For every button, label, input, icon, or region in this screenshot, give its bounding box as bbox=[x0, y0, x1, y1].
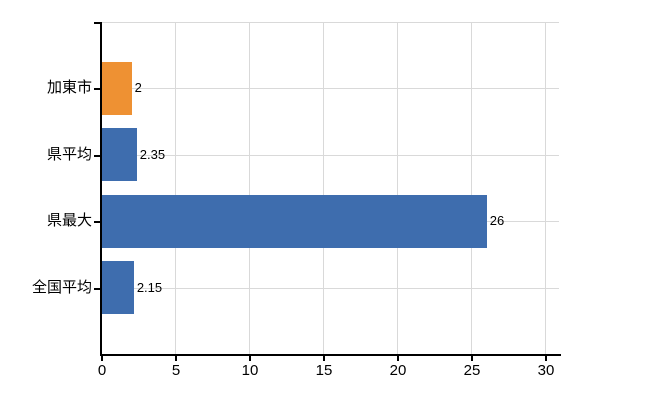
x-gridline bbox=[175, 22, 176, 354]
y-axis-tick bbox=[94, 221, 100, 224]
y-axis-tick bbox=[94, 22, 100, 24]
category-label: 県最大 bbox=[46, 212, 92, 230]
y-gridline bbox=[101, 287, 559, 289]
x-tick-label: 20 bbox=[389, 362, 407, 379]
bar-value-label: 2.15 bbox=[136, 279, 163, 295]
x-tick-label: 30 bbox=[537, 362, 555, 379]
x-gridline bbox=[323, 22, 324, 354]
category-label: 加東市 bbox=[46, 79, 92, 97]
bar-value-label: 2 bbox=[134, 80, 142, 96]
x-gridline bbox=[545, 22, 546, 354]
bar bbox=[102, 194, 487, 248]
x-tick-label: 5 bbox=[171, 362, 181, 379]
bar bbox=[102, 61, 132, 115]
y-axis-tick bbox=[94, 154, 100, 157]
plot-top-gridline bbox=[101, 22, 559, 23]
x-gridline bbox=[471, 22, 472, 354]
x-gridline bbox=[249, 22, 250, 354]
category-label: 全国平均 bbox=[31, 278, 92, 296]
bar-value-label: 2.35 bbox=[139, 146, 166, 162]
bar bbox=[102, 261, 134, 315]
x-axis-tick bbox=[249, 356, 251, 361]
x-axis-tick bbox=[471, 356, 473, 361]
bar-value-label: 26 bbox=[489, 213, 505, 229]
x-axis-tick bbox=[175, 356, 177, 361]
y-axis-tick bbox=[94, 287, 100, 290]
x-axis-tick bbox=[397, 356, 399, 361]
category-label: 県平均 bbox=[46, 145, 92, 163]
x-axis bbox=[100, 354, 561, 356]
x-tick-label: 15 bbox=[315, 362, 333, 379]
y-axis-tick bbox=[94, 88, 100, 91]
bar bbox=[102, 128, 137, 182]
x-tick-label: 25 bbox=[463, 362, 481, 379]
x-axis-tick bbox=[323, 356, 325, 361]
y-axis bbox=[100, 22, 102, 354]
x-tick-label: 0 bbox=[97, 362, 107, 379]
y-gridline bbox=[101, 88, 559, 90]
x-gridline bbox=[397, 22, 398, 354]
x-tick-label: 10 bbox=[241, 362, 259, 379]
y-gridline bbox=[101, 154, 559, 156]
x-axis-tick bbox=[101, 356, 103, 361]
x-axis-tick bbox=[545, 356, 547, 361]
